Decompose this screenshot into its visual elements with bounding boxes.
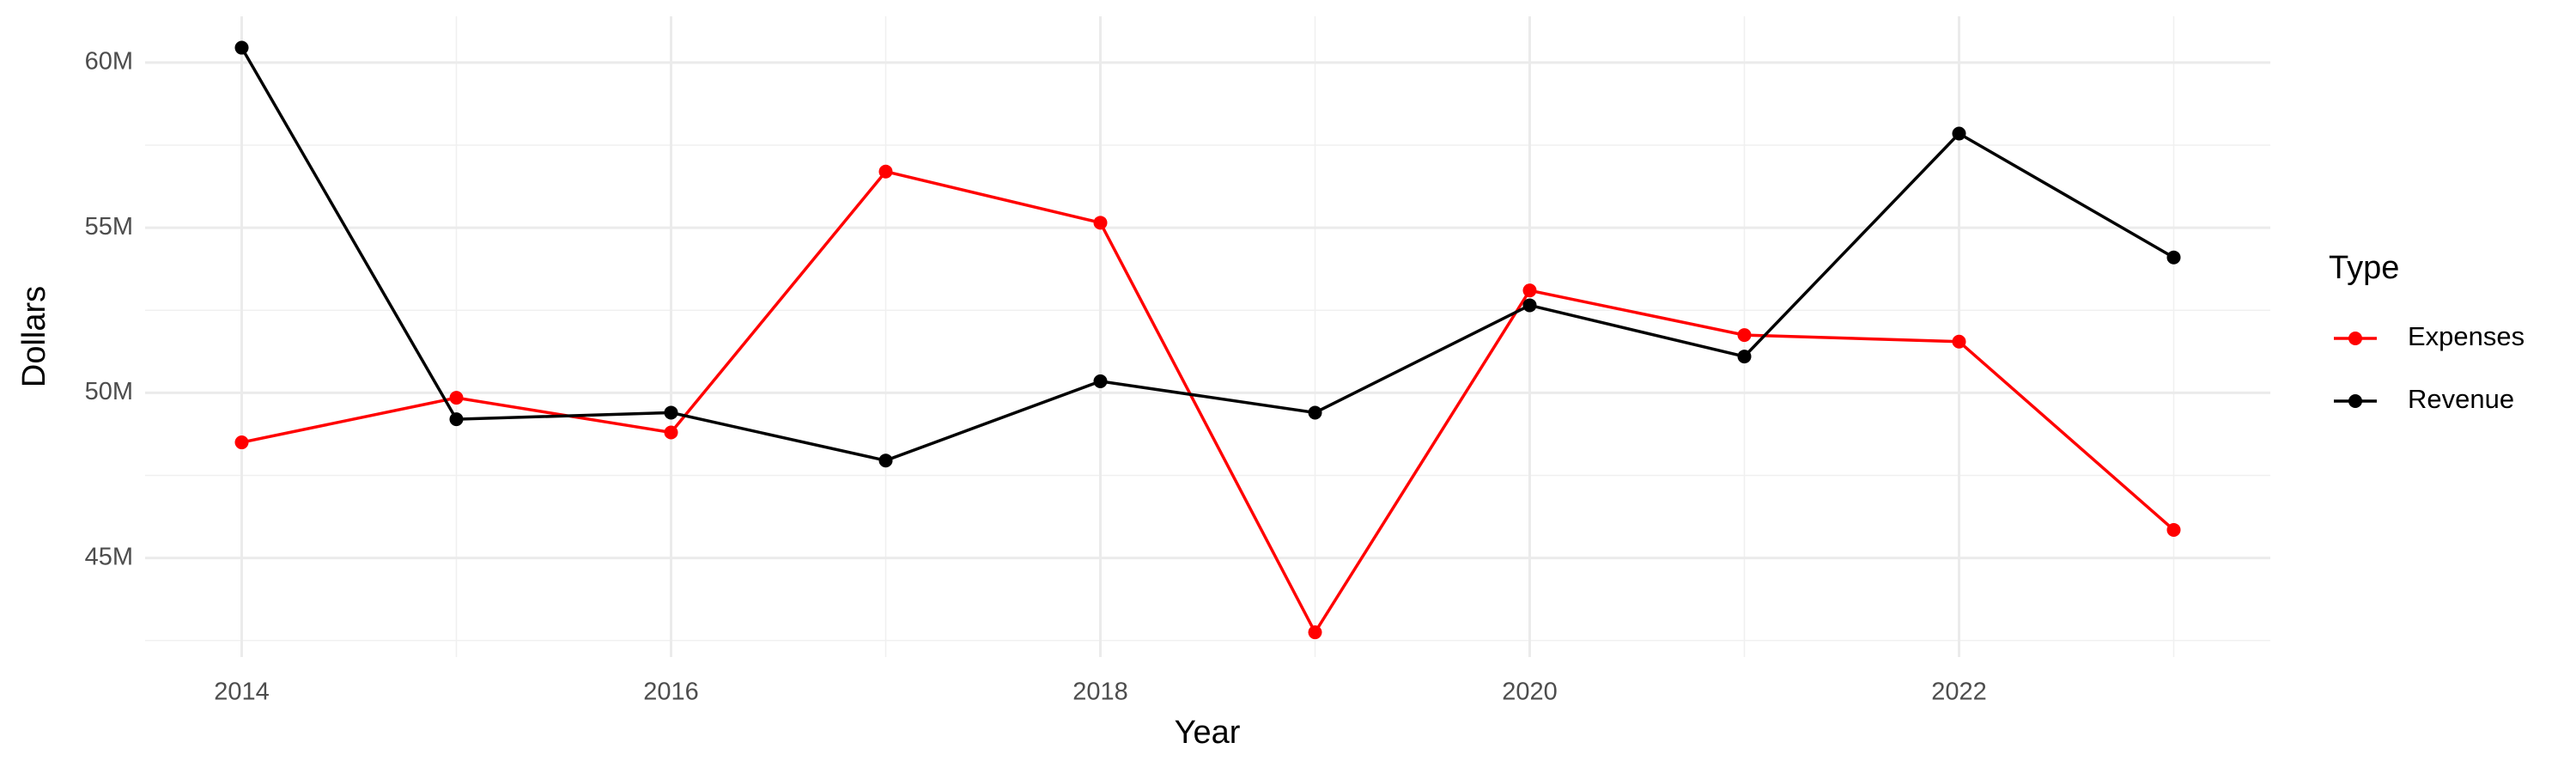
y-axis-title: Dollars [16,286,52,387]
y-tick-label: 60M [85,47,133,75]
data-point [1093,374,1108,388]
data-point [449,412,464,427]
y-tick-label: 45M [85,543,133,570]
data-point [234,40,249,55]
data-point [878,453,893,468]
series-line [241,169,2175,636]
legend-label: Revenue [2408,384,2514,414]
y-tick-label: 50M [85,378,133,405]
legend-marker [2348,394,2362,408]
y-tick-label: 55M [85,213,133,240]
data-point [1308,625,1322,640]
x-tick-label: 2020 [1502,679,1558,706]
data-point [1308,405,1322,420]
x-tick-label: 2018 [1072,679,1128,706]
x-tick-label: 2014 [214,679,270,706]
data-point [2166,250,2181,265]
data-point [1093,216,1108,230]
data-point [1952,334,1966,349]
x-axis-title: Year [1175,715,1241,751]
data-point [1952,126,1966,141]
legend-title: Type [2329,250,2399,286]
data-point [2166,522,2181,537]
data-point [1737,350,1752,364]
data-point [664,405,678,420]
series-line [240,46,2175,463]
data-point [878,164,893,179]
data-point [1522,283,1537,298]
data-point [234,435,249,450]
x-tick-label: 2022 [1931,679,1987,706]
data-point [449,391,464,405]
data-point [664,425,678,440]
x-tick-label: 2016 [643,679,699,706]
data-point [1522,298,1537,313]
legend-label: Expenses [2408,321,2524,351]
data-point [1737,328,1752,343]
legend-marker [2348,332,2362,345]
